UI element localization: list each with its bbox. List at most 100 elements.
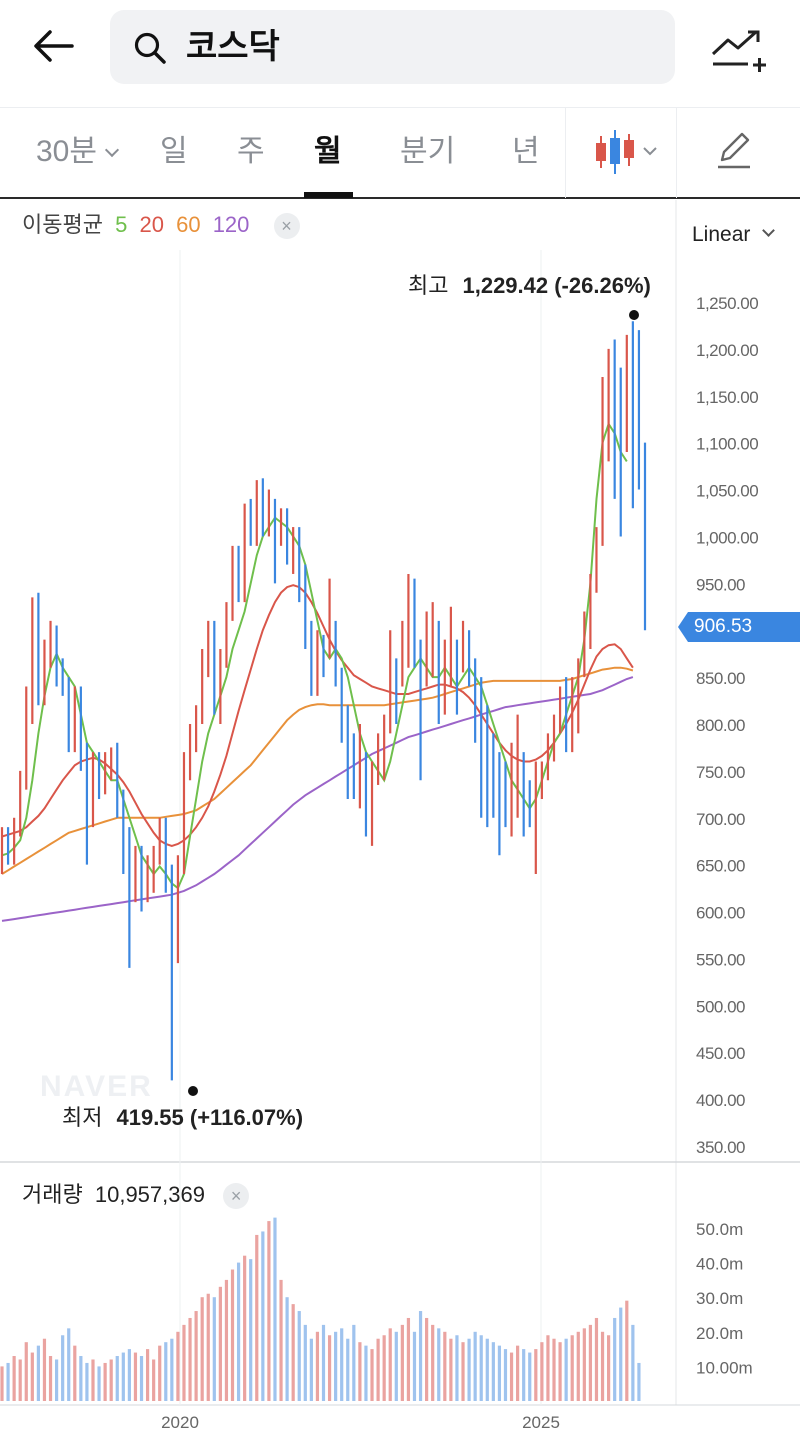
current-price-tag: 906.53 xyxy=(678,612,800,642)
volume-bar xyxy=(164,1342,168,1401)
price-tick-label: 850.00 xyxy=(696,669,745,688)
high-value: 1,229.42 (-26.26%) xyxy=(462,273,651,298)
volume-bar xyxy=(0,1366,4,1401)
tab-30min[interactable]: 30분 xyxy=(36,132,120,172)
back-button[interactable] xyxy=(28,22,80,74)
volume-bar xyxy=(206,1293,210,1401)
volume-bar xyxy=(321,1324,326,1401)
ma-label: 이동평균 xyxy=(22,212,103,237)
price-chart[interactable]: 2020 2025 1,250.00 1,200.00 1,150.00 1,100.00… xyxy=(0,200,800,1444)
volume-value: 10,957,369 xyxy=(94,1182,205,1207)
volume-bar xyxy=(406,1317,411,1401)
volume-tick-label: 20.0m xyxy=(696,1324,743,1343)
volume-bar xyxy=(224,1279,229,1401)
volume-bar xyxy=(273,1217,277,1401)
volume-bar xyxy=(309,1338,313,1401)
volume-bar xyxy=(12,1356,16,1401)
volume-bar xyxy=(230,1269,235,1401)
period-tabs: 30분 일 주 월 분기 년 xyxy=(0,107,800,199)
volume-bar xyxy=(412,1331,417,1401)
volume-bar xyxy=(582,1328,586,1401)
ma-period-60: 60 xyxy=(176,212,201,237)
volume-bar xyxy=(279,1279,283,1401)
volume-bar xyxy=(267,1221,271,1401)
ma-period-20: 20 xyxy=(139,212,164,237)
volume-bar xyxy=(431,1324,435,1401)
volume-bar xyxy=(133,1352,138,1401)
volume-bar xyxy=(473,1331,477,1401)
volume-bar xyxy=(218,1286,222,1401)
search-icon xyxy=(134,32,166,64)
volume-bar xyxy=(528,1352,532,1401)
close-volume-button[interactable]: × xyxy=(223,1183,250,1210)
volume-tick-label: 30.0m xyxy=(696,1289,743,1308)
volume-bar xyxy=(497,1345,502,1401)
search-box[interactable]: 코스닥 xyxy=(110,10,675,84)
volume-bar xyxy=(588,1324,593,1401)
tab-week[interactable]: 주 xyxy=(237,135,265,168)
tab-day[interactable]: 일 xyxy=(160,135,188,168)
price-tick-label: 1,000.00 xyxy=(696,528,758,547)
volume-bar xyxy=(388,1328,392,1401)
x-tick-label: 2020 xyxy=(161,1413,199,1432)
volume-bar xyxy=(619,1307,623,1401)
price-tick-label: 1,050.00 xyxy=(696,482,758,501)
scale-selector[interactable]: Linear xyxy=(692,223,776,247)
add-chart-button[interactable] xyxy=(708,24,770,74)
tab-quarter[interactable]: 분기 xyxy=(400,135,456,168)
volume-bar xyxy=(479,1335,483,1401)
price-tick-label: 1,100.00 xyxy=(696,435,758,454)
volume-bar xyxy=(261,1231,265,1401)
draw-button[interactable] xyxy=(716,130,752,181)
volume-bar xyxy=(376,1338,380,1401)
volume-bar xyxy=(303,1324,307,1401)
volume-bar xyxy=(6,1362,10,1401)
volume-bar xyxy=(297,1311,301,1401)
chart-type-button[interactable] xyxy=(592,128,662,189)
volume-bar xyxy=(625,1300,629,1401)
volume-bar xyxy=(109,1359,113,1401)
close-indicator-button[interactable]: × xyxy=(273,213,300,240)
tab-month[interactable]: 월 xyxy=(314,135,342,168)
volume-tick-label: 10.00m xyxy=(696,1358,753,1377)
ma120-line xyxy=(1,676,634,922)
price-tick-label: 1,250.00 xyxy=(696,294,758,313)
volume-bar xyxy=(285,1297,289,1401)
volume-bar xyxy=(115,1356,119,1401)
scale-label: Linear xyxy=(692,223,751,246)
price-tick-label: 450.00 xyxy=(696,1044,745,1063)
volume-bar xyxy=(30,1352,34,1401)
volume-bar xyxy=(370,1349,374,1401)
volume-bar xyxy=(54,1359,59,1401)
pencil-icon xyxy=(718,132,750,169)
volume-bar xyxy=(352,1324,356,1401)
volume-bar xyxy=(194,1311,198,1401)
volume-bar xyxy=(425,1317,429,1401)
volume-bar xyxy=(243,1255,247,1401)
volume-bar xyxy=(152,1359,156,1401)
volume-bar xyxy=(443,1331,447,1401)
price-tick-label: 800.00 xyxy=(696,716,745,735)
volume-bar xyxy=(358,1342,362,1401)
chevron-down-icon xyxy=(762,224,776,237)
volume-bar xyxy=(334,1331,338,1401)
ma20-line xyxy=(1,584,634,847)
high-marker xyxy=(629,310,639,320)
price-tick-label: 750.00 xyxy=(696,763,745,782)
low-annotation: 최저 419.55 (+116.07%) xyxy=(62,1104,303,1132)
volume-bar xyxy=(327,1335,332,1401)
divider xyxy=(565,108,566,198)
volume-bar xyxy=(103,1362,107,1401)
tab-year[interactable]: 년 xyxy=(512,135,540,168)
volume-bar xyxy=(73,1345,77,1401)
moving-average-legend: 이동평균 5 20 60 120 × xyxy=(22,212,306,240)
chevron-down-icon xyxy=(104,142,120,158)
volume-bar xyxy=(61,1335,65,1401)
volume-bar xyxy=(364,1345,368,1401)
watermark: NAVER xyxy=(40,1070,153,1103)
price-tick-label: 400.00 xyxy=(696,1091,745,1110)
volume-bar xyxy=(394,1331,398,1401)
volume-bar xyxy=(613,1317,617,1401)
price-tick-label: 500.00 xyxy=(696,997,745,1016)
chart-add-icon xyxy=(711,30,766,72)
